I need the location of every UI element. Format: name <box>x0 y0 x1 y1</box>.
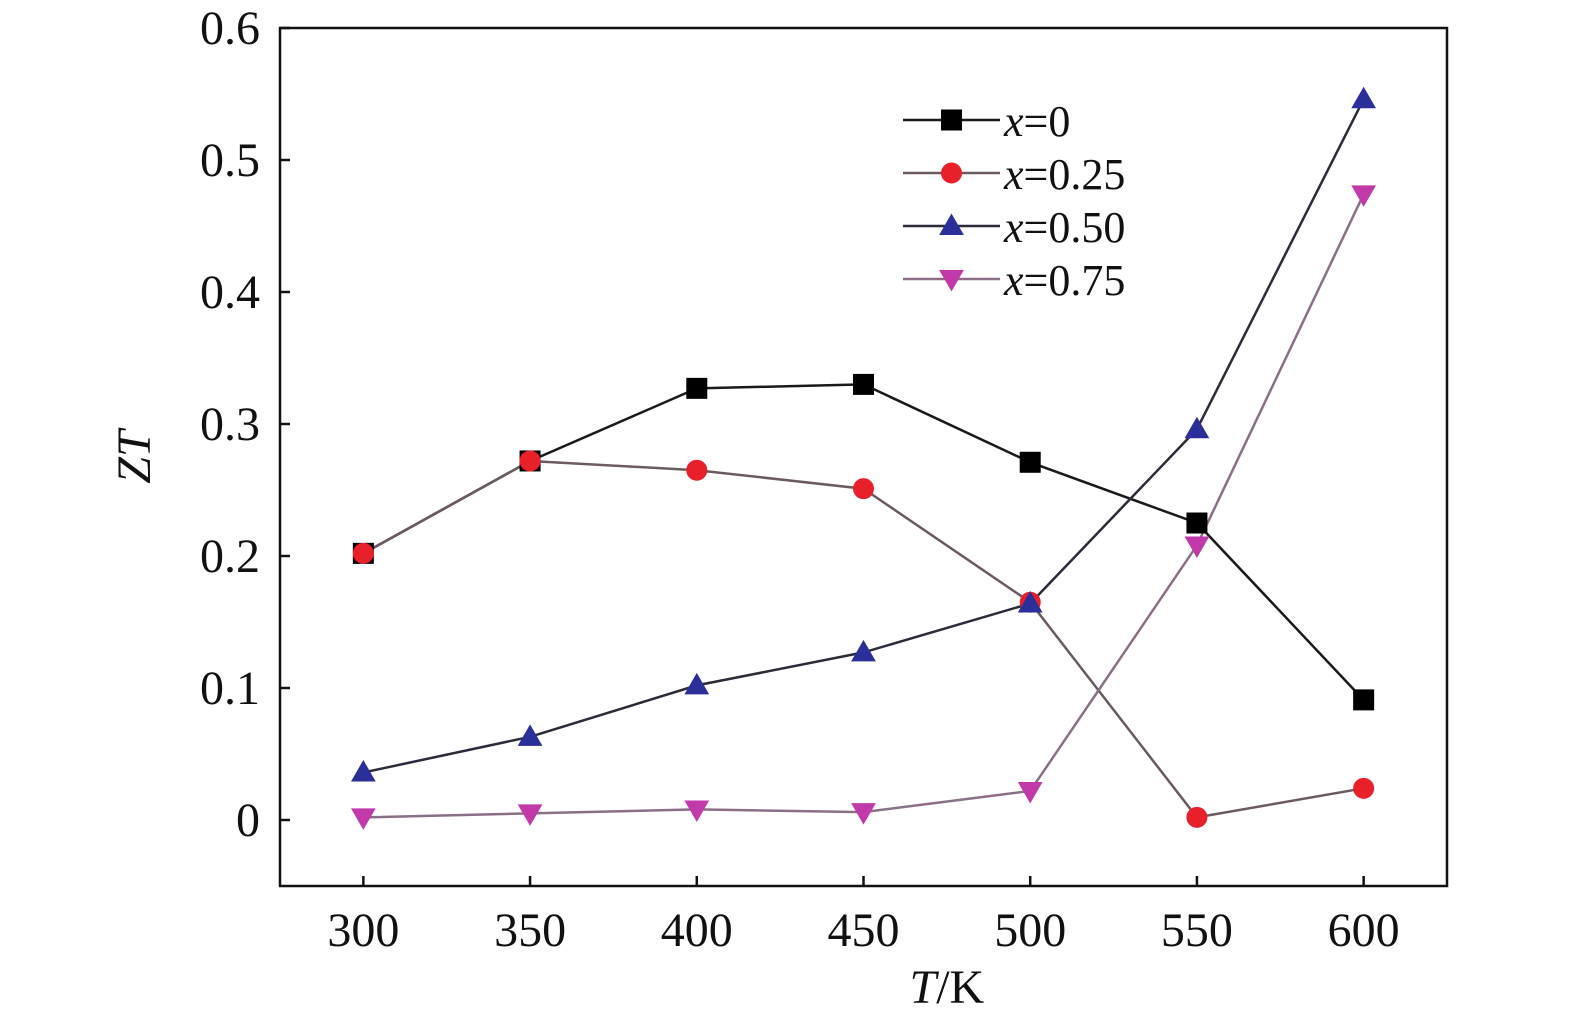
x-tick-label: 600 <box>1328 904 1400 957</box>
series-x-0-75-point <box>1017 781 1043 804</box>
y-axis-variable: ZT <box>108 427 161 484</box>
legend-x-0-75-marker <box>939 270 964 292</box>
x-tick-label: 400 <box>661 904 733 957</box>
x-axis-variable: T <box>910 961 940 1014</box>
legend: x=0x=0.25x=0.50x=0.75 <box>903 97 1125 305</box>
series-x-0-75-point <box>1351 185 1377 207</box>
series-x-0-25-point <box>352 542 374 564</box>
series-x-0-75-point <box>350 808 376 830</box>
series-x-0-50-point <box>1017 591 1043 613</box>
legend-x-0-75-label: x=0.75 <box>1003 256 1125 305</box>
x-tick-label: 300 <box>327 904 399 957</box>
series-x-0-25-point <box>686 459 708 481</box>
y-tick-label: 0.3 <box>200 398 260 451</box>
series-x-0-75-point <box>851 803 876 825</box>
series-x-0-point <box>686 377 708 399</box>
y-tick-label: 0.6 <box>200 2 260 55</box>
series-x-0-75-point <box>517 804 543 826</box>
x-tick-label: 350 <box>494 904 566 957</box>
x-tick-label: 550 <box>1161 904 1233 957</box>
y-tick-label: 0.5 <box>200 134 260 187</box>
x-axis-unit: /K <box>936 961 984 1014</box>
plot-markers-layer <box>350 86 1377 830</box>
series-x-0-25-point <box>519 450 541 472</box>
series-x-0-25-point <box>1353 777 1375 799</box>
legend-x-0-25-marker <box>941 162 962 184</box>
series-x-0-50-point <box>1184 416 1210 439</box>
legend-x-0-50-label: x=0.50 <box>1003 203 1125 252</box>
series-x-0-point <box>1186 512 1208 534</box>
series-x-0-50-point <box>350 759 376 782</box>
x-tick-label: 450 <box>828 904 900 957</box>
series-x-0-50-point <box>851 639 876 662</box>
y-axis: 0 0.1 0.2 0.3 0.4 0.5 0.6 <box>200 2 290 847</box>
series-x-0-point <box>853 373 874 395</box>
plot-lines-layer <box>362 98 1365 819</box>
legend-x-0-50-marker <box>939 213 964 235</box>
series-x-0-50-point <box>517 724 543 746</box>
series-x-0-25-line <box>362 459 1364 819</box>
series-x-0-50-point <box>684 672 710 695</box>
series-x-0-75-point <box>1184 536 1210 558</box>
x-axis-title: T/K <box>910 961 985 1014</box>
legend-x-0-marker <box>941 109 962 131</box>
plot-area-frame <box>278 26 1449 888</box>
y-tick-label: 0 <box>236 794 260 847</box>
series-x-0-point <box>1019 451 1041 473</box>
series-x-0-50-line <box>363 98 1365 774</box>
y-tick-label: 0.2 <box>200 530 260 583</box>
y-tick-label: 0.1 <box>200 662 260 715</box>
series-x-0-50-point <box>1351 86 1377 109</box>
x-tick-label: 500 <box>994 904 1066 957</box>
series-x-0-25-point <box>1186 806 1208 828</box>
series-x-0-point <box>1353 689 1375 711</box>
series-x-0-25-point <box>853 478 874 500</box>
series-x-0-75-line <box>363 193 1365 819</box>
x-axis: 300 350 400 450 500 550 600 <box>327 876 1400 957</box>
y-axis-title: ZT <box>108 427 161 484</box>
y-tick-label: 0.4 <box>200 266 260 319</box>
legend-x-0-label: x=0 <box>1003 97 1070 146</box>
series-x-0-75-point <box>684 800 710 822</box>
legend-x-0-25-label: x=0.25 <box>1003 150 1125 199</box>
